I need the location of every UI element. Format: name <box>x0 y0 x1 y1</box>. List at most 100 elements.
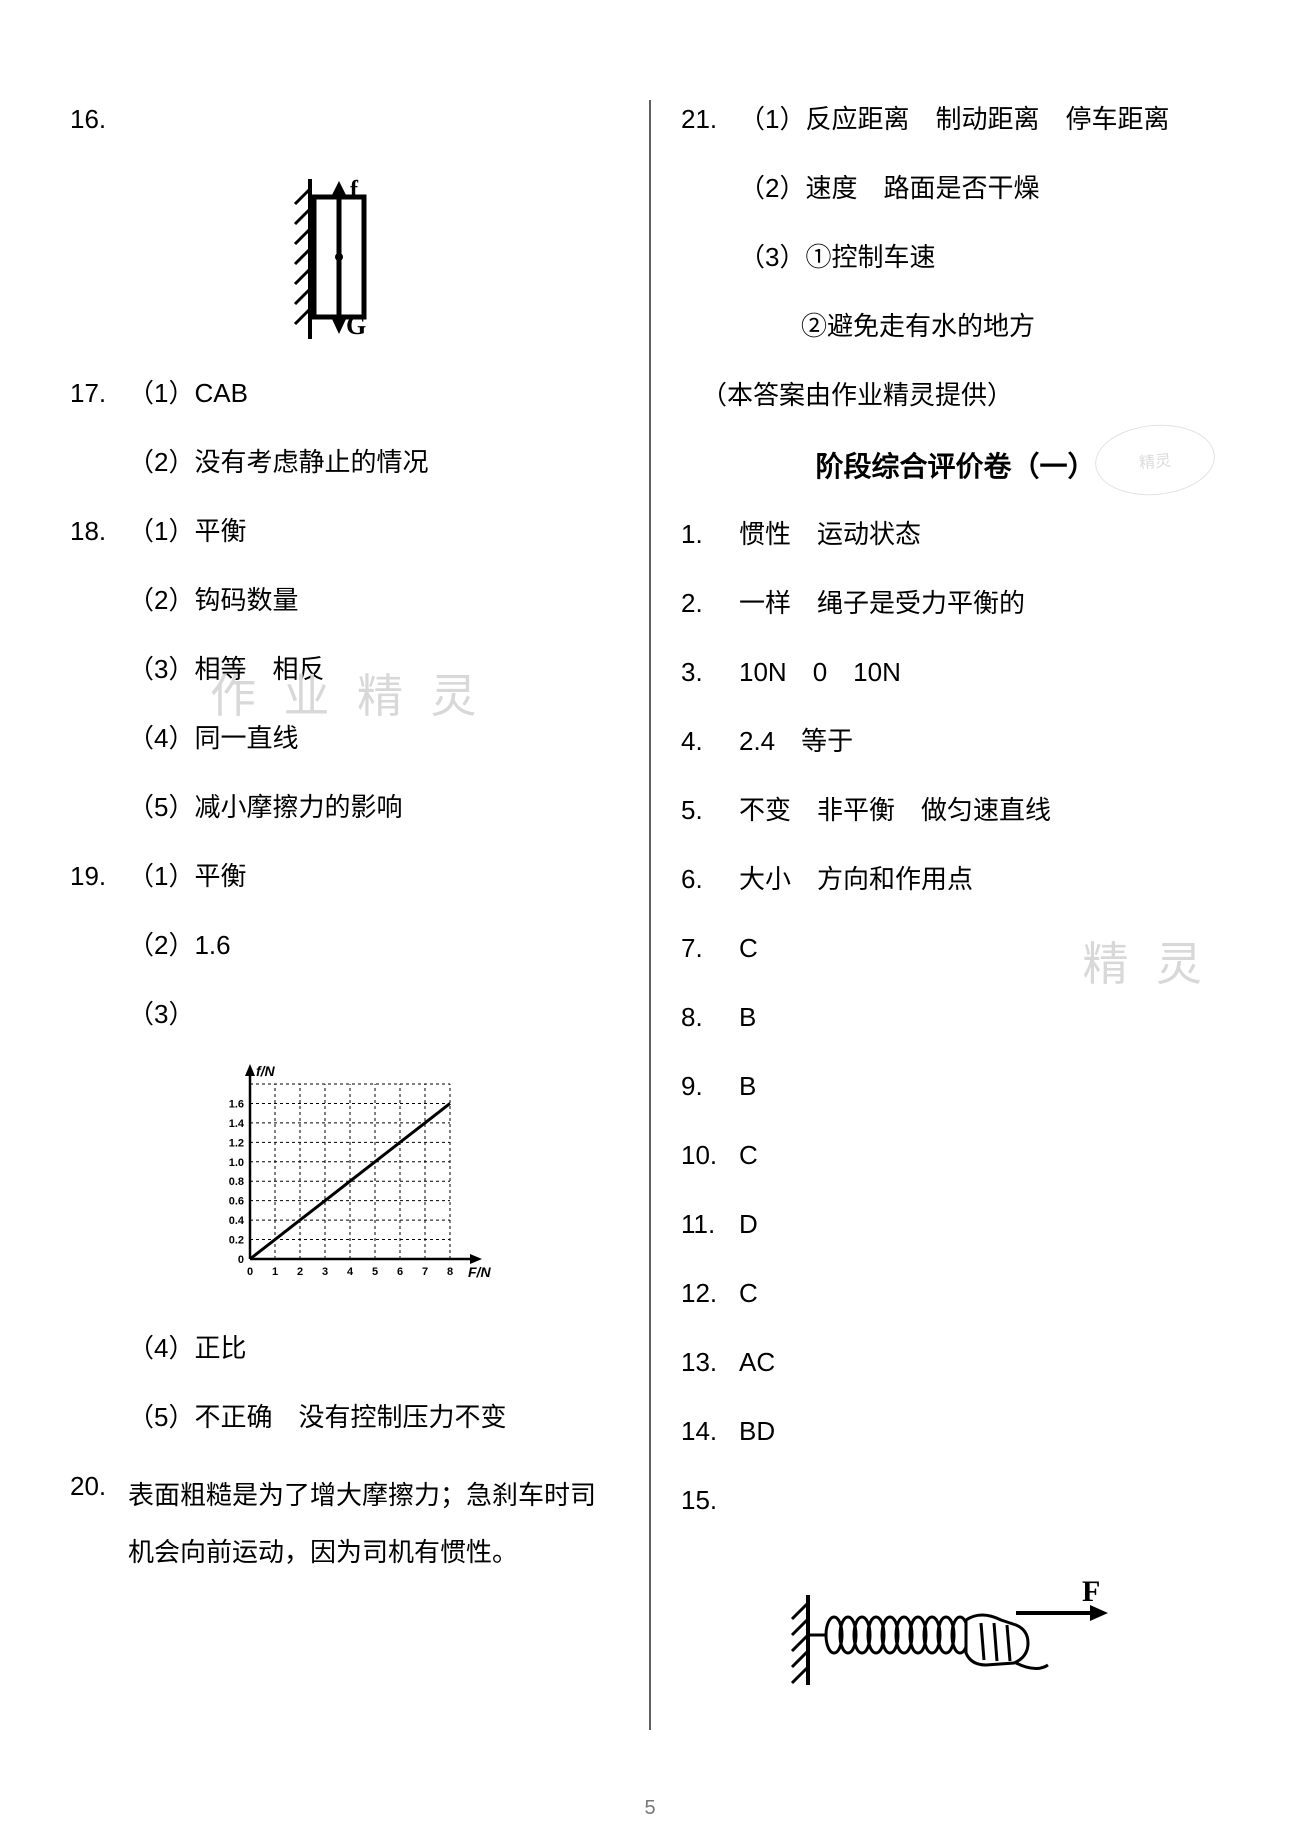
answer-text: （4）同一直线 <box>128 719 298 758</box>
svg-text:8: 8 <box>447 1266 453 1278</box>
answer-num: 9. <box>681 1067 739 1106</box>
answer-num: 15. <box>681 1481 739 1520</box>
q18-p1: 18. （1）平衡 <box>70 512 619 551</box>
chart-svg: 01234567800.20.40.60.81.01.21.41.6F/Nf/N <box>200 1064 500 1294</box>
page-root: 1 6. <box>0 0 1300 1838</box>
figure-16: f G <box>290 179 400 339</box>
q17-num: 17. <box>70 374 128 413</box>
answer-num: 7. <box>681 929 739 968</box>
answer-row: 1.惯性 运动状态 <box>681 515 1230 554</box>
answer-num: 10. <box>681 1136 739 1175</box>
answer-row: 9.B <box>681 1067 1230 1106</box>
svg-text:1.6: 1.6 <box>229 1098 244 1110</box>
figure-15: F <box>786 1565 1126 1705</box>
answer-text: （2）1.6 <box>128 926 231 965</box>
svg-text:7: 7 <box>422 1266 428 1278</box>
answer-text: ②避免走有水的地方 <box>801 307 1035 346</box>
svg-text:0.6: 0.6 <box>229 1196 244 1208</box>
svg-text:f/N: f/N <box>256 1064 276 1079</box>
answer-num: 5. <box>681 791 739 830</box>
q19-p2: （2）1.6 <box>70 926 619 965</box>
answer-row: 14.BD <box>681 1412 1230 1451</box>
answer-text: （3）相等 相反 <box>128 650 324 689</box>
svg-text:5: 5 <box>372 1266 378 1278</box>
q18-p3: （3）相等 相反 <box>70 650 619 689</box>
label-F: F <box>1082 1575 1100 1608</box>
svg-text:1.2: 1.2 <box>229 1137 244 1149</box>
answer-text: （1）平衡 <box>128 857 246 896</box>
answer-text: （1）CAB <box>128 374 248 413</box>
q19-p4: （4）正比 <box>70 1329 619 1368</box>
force-diagram-icon: f G <box>290 179 400 339</box>
answer-row: 3.10N 0 10N <box>681 653 1230 692</box>
answer-text: （2）速度 路面是否干燥 <box>739 169 1039 208</box>
answer-text: 不变 非平衡 做匀速直线 <box>739 791 1051 830</box>
answer-num: 13. <box>681 1343 739 1382</box>
answer-text: 惯性 运动状态 <box>739 515 921 554</box>
column-divider <box>649 100 651 1730</box>
answer-row: 4.2.4 等于 <box>681 722 1230 761</box>
credit-text: （本答案由作业精灵提供） <box>701 376 1013 415</box>
answer-row: 15. <box>681 1481 1230 1520</box>
answer-text: 表面粗糙是为了增大摩擦力；急刹车时司机会向前运动，因为司机有惯性。 <box>128 1467 619 1581</box>
q16-row: 16. <box>70 100 619 139</box>
svg-text:0: 0 <box>247 1266 253 1278</box>
svg-text:0.4: 0.4 <box>229 1215 245 1227</box>
spring-diagram-icon: F <box>786 1565 1126 1705</box>
q18-p2: （2）钩码数量 <box>70 581 619 620</box>
answer-text: （1）平衡 <box>128 512 246 551</box>
q19-num: 19. <box>70 857 128 896</box>
svg-text:F/N: F/N <box>468 1264 491 1280</box>
answer-num: 1. <box>681 515 739 554</box>
answer-text: （2）钩码数量 <box>128 581 298 620</box>
label-f: f <box>350 179 359 203</box>
page-number: 5 <box>644 1797 655 1820</box>
q21-p3: （3）①控制车速 <box>681 238 1230 277</box>
answer-num: 4. <box>681 722 739 761</box>
answer-text: （3）①控制车速 <box>739 238 935 277</box>
answer-num: 8. <box>681 998 739 1037</box>
answer-text: 2.4 等于 <box>739 722 853 761</box>
left-column: 16. <box>70 100 644 1808</box>
answer-text: 一样 绳子是受力平衡的 <box>739 584 1025 623</box>
answer-text: （3） <box>128 995 194 1034</box>
right-column: 21. （1）反应距离 制动距离 停车距离 （2）速度 路面是否干燥 （3）①控… <box>656 100 1230 1808</box>
answer-row: 8.B <box>681 998 1230 1037</box>
q18-num: 18. <box>70 512 128 551</box>
answer-num: 12. <box>681 1274 739 1313</box>
section-title: 阶段综合评价卷（一） <box>681 445 1230 485</box>
q19-p1: 19. （1）平衡 <box>70 857 619 896</box>
q17-p1: 17. （1）CAB <box>70 374 619 413</box>
answer-row: 10.C <box>681 1136 1230 1175</box>
answer-row: 13.AC <box>681 1343 1230 1382</box>
q21-num: 21. <box>681 100 739 139</box>
answer-text: （1）反应距离 制动距离 停车距离 <box>739 100 1169 139</box>
answer-text: C <box>739 1274 758 1313</box>
q18-p4: （4）同一直线 <box>70 719 619 758</box>
answer-text: B <box>739 1067 756 1106</box>
answer-text: （5）不正确 没有控制压力不变 <box>128 1398 506 1437</box>
answer-row: 6.大小 方向和作用点 <box>681 860 1230 899</box>
svg-text:3: 3 <box>322 1266 328 1278</box>
svg-text:0.8: 0.8 <box>229 1176 244 1188</box>
svg-text:1.4: 1.4 <box>229 1118 245 1130</box>
answer-text: AC <box>739 1343 775 1382</box>
answer-num: 2. <box>681 584 739 623</box>
q18-p5: （5）减小摩擦力的影响 <box>70 788 619 827</box>
q21-p1: 21. （1）反应距离 制动距离 停车距离 <box>681 100 1230 139</box>
answer-text: BD <box>739 1412 775 1451</box>
answer-text: （5）减小摩擦力的影响 <box>128 788 402 827</box>
q20-num: 20. <box>70 1467 128 1581</box>
svg-text:1: 1 <box>272 1266 278 1278</box>
answer-text: C <box>739 929 758 968</box>
answer-num: 6. <box>681 860 739 899</box>
answers-list: 1.惯性 运动状态2.一样 绳子是受力平衡的3.10N 0 10N4.2.4 等… <box>681 515 1230 1550</box>
answer-num: 14. <box>681 1412 739 1451</box>
answer-text: C <box>739 1136 758 1175</box>
answer-num: 3. <box>681 653 739 692</box>
label-g: G <box>346 311 366 339</box>
answer-num: 11. <box>681 1205 739 1244</box>
q19-p3: （3） <box>70 995 619 1034</box>
answer-row: 2.一样 绳子是受力平衡的 <box>681 584 1230 623</box>
q16-num: 16. <box>70 100 128 139</box>
